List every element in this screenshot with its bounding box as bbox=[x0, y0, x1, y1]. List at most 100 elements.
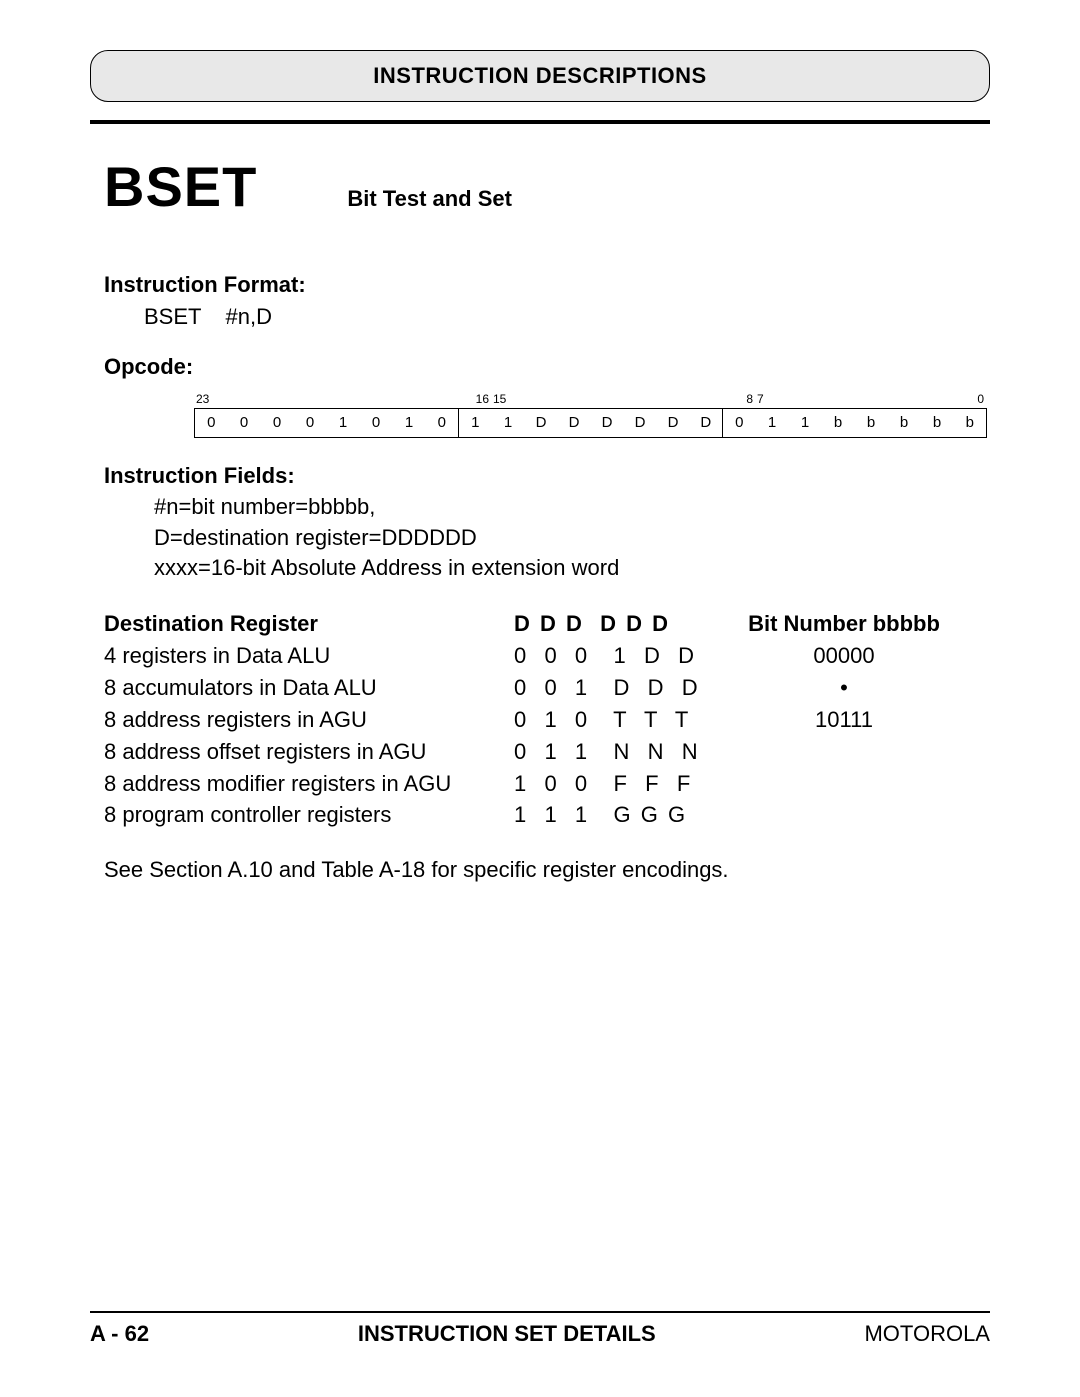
cell-encoding: 1 0 0 F F F bbox=[514, 768, 734, 800]
instruction-field-line: #n=bit number=bbbbb, bbox=[154, 492, 990, 523]
opcode-bitnum-label: 15 bbox=[491, 391, 524, 408]
opcode-label: Opcode: bbox=[104, 351, 990, 383]
opcode-bitnum-label bbox=[359, 391, 392, 408]
instruction-fields-label: Instruction Fields: bbox=[104, 460, 990, 492]
opcode-bit-cell: b bbox=[822, 409, 855, 438]
instruction-fields-section: Instruction Fields: #n=bit number=bbbbb,… bbox=[104, 460, 990, 584]
opcode-bit-cell: D bbox=[624, 409, 657, 438]
opcode-bit-cell: 1 bbox=[459, 409, 492, 438]
opcode-bit-cell: D bbox=[657, 409, 690, 438]
opcode-bitnum-label bbox=[227, 391, 260, 408]
opcode-bit-cell: D bbox=[558, 409, 591, 438]
cell-encoding: 0 1 1 N N N bbox=[514, 736, 734, 768]
cell-destination: 4 registers in Data ALU bbox=[104, 640, 504, 672]
opcode-bit-cell: 1 bbox=[789, 409, 822, 438]
table-row: 8 address modifier registers in AGU 1 0 0… bbox=[104, 768, 990, 800]
opcode-bit-table: 0000101011DDDDDD011bbbbb bbox=[194, 408, 987, 438]
cell-bitnumber bbox=[744, 768, 944, 800]
cell-bitnumber: • bbox=[744, 672, 944, 704]
instruction-description: Bit Test and Set bbox=[347, 186, 512, 212]
cell-destination: 8 program controller registers bbox=[104, 799, 504, 831]
opcode-bit-cell: b bbox=[954, 409, 987, 438]
opcode-bit-cell: 1 bbox=[327, 409, 360, 438]
opcode-bit-cell: 1 bbox=[756, 409, 789, 438]
document-page: INSTRUCTION DESCRIPTIONS BSET Bit Test a… bbox=[0, 0, 1080, 1397]
col-header-destination: Destination Register bbox=[104, 608, 504, 640]
opcode-bit-cell: D bbox=[525, 409, 558, 438]
table-row: 8 program controller registers 1 1 1 G G … bbox=[104, 799, 990, 831]
opcode-bit-cell: D bbox=[591, 409, 624, 438]
opcode-bitnum-label: 0 bbox=[953, 391, 986, 408]
opcode-bit-cell: b bbox=[855, 409, 888, 438]
opcode-bit-cell: b bbox=[888, 409, 921, 438]
page-header-box: INSTRUCTION DESCRIPTIONS bbox=[90, 50, 990, 102]
opcode-bit-cell: 0 bbox=[426, 409, 459, 438]
col-header-bitnumber: Bit Number bbbbb bbox=[744, 608, 944, 640]
opcode-bit-cell: 0 bbox=[360, 409, 393, 438]
opcode-bitnum-label bbox=[425, 391, 458, 408]
opcode-bit-cell: 1 bbox=[393, 409, 426, 438]
page-header-title: INSTRUCTION DESCRIPTIONS bbox=[373, 63, 706, 88]
opcode-bitnum-label bbox=[854, 391, 887, 408]
opcode-bitnum-label bbox=[293, 391, 326, 408]
opcode-bit-cell: 0 bbox=[228, 409, 261, 438]
footer-page-number: A - 62 bbox=[90, 1321, 149, 1347]
opcode-bitnum-label bbox=[392, 391, 425, 408]
instruction-title-row: BSET Bit Test and Set bbox=[104, 154, 990, 219]
opcode-bit-cell: 0 bbox=[195, 409, 228, 438]
table-row: 8 address offset registers in AGU 0 1 1 N… bbox=[104, 736, 990, 768]
footer-rule bbox=[90, 1311, 990, 1313]
opcode-bit-cell: D bbox=[690, 409, 723, 438]
opcode-bitnum-label: 8 bbox=[722, 391, 755, 408]
cell-encoding: 1 1 1 G G G bbox=[514, 799, 734, 831]
footer-vendor: MOTOROLA bbox=[864, 1321, 990, 1347]
opcode-bitnum-label bbox=[689, 391, 722, 408]
instruction-fields-body: #n=bit number=bbbbb,D=destination regist… bbox=[154, 492, 990, 584]
cell-destination: 8 accumulators in Data ALU bbox=[104, 672, 504, 704]
footer-row: A - 62 INSTRUCTION SET DETAILS MOTOROLA bbox=[90, 1321, 990, 1347]
opcode-bit-numbers: 231615870 bbox=[194, 391, 986, 408]
opcode-section: Opcode: 231615870 0000101011DDDDDD011bbb… bbox=[104, 351, 990, 438]
opcode-bitnum-label bbox=[887, 391, 920, 408]
opcode-bitnum-label bbox=[920, 391, 953, 408]
cell-encoding: 0 0 1 D D D bbox=[514, 672, 734, 704]
opcode-bitnum-label bbox=[623, 391, 656, 408]
opcode-bit-cell: 0 bbox=[723, 409, 756, 438]
cell-encoding: 0 1 0 T T T bbox=[514, 704, 734, 736]
cell-bitnumber bbox=[744, 736, 944, 768]
table-header-row: Destination Register D D D D D D Bit Num… bbox=[104, 608, 990, 640]
opcode-bit-cell: b bbox=[921, 409, 954, 438]
opcode-bit-cell: 0 bbox=[294, 409, 327, 438]
page-footer: A - 62 INSTRUCTION SET DETAILS MOTOROLA bbox=[90, 1303, 990, 1347]
opcode-bitnum-label bbox=[326, 391, 359, 408]
table-row: 4 registers in Data ALU 0 0 0 1 D D 00000 bbox=[104, 640, 990, 672]
opcode-bitnum-label: 7 bbox=[755, 391, 788, 408]
instruction-format-label: Instruction Format: bbox=[104, 269, 990, 301]
opcode-bitnum-label bbox=[557, 391, 590, 408]
opcode-bitnum-label bbox=[656, 391, 689, 408]
encoding-note: See Section A.10 and Table A-18 for spec… bbox=[104, 857, 990, 883]
opcode-bit-cell: 1 bbox=[492, 409, 525, 438]
cell-destination: 8 address registers in AGU bbox=[104, 704, 504, 736]
cell-bitnumber: 00000 bbox=[744, 640, 944, 672]
opcode-diagram: 231615870 0000101011DDDDDD011bbbbb bbox=[194, 391, 990, 438]
instruction-mnemonic: BSET bbox=[104, 154, 257, 219]
cell-destination: 8 address offset registers in AGU bbox=[104, 736, 504, 768]
instruction-field-line: D=destination register=DDDDDD bbox=[154, 523, 990, 554]
cell-encoding: 0 0 0 1 D D bbox=[514, 640, 734, 672]
header-rule bbox=[90, 120, 990, 124]
destination-register-table: Destination Register D D D D D D Bit Num… bbox=[104, 608, 990, 831]
opcode-bitnum-label: 16 bbox=[458, 391, 491, 408]
col-header-encoding: D D D D D D bbox=[514, 608, 734, 640]
opcode-bit-cell: 0 bbox=[261, 409, 294, 438]
opcode-bitnum-label bbox=[788, 391, 821, 408]
opcode-bit-row: 0000101011DDDDDD011bbbbb bbox=[195, 409, 987, 438]
footer-section-title: INSTRUCTION SET DETAILS bbox=[358, 1321, 656, 1347]
cell-destination: 8 address modifier registers in AGU bbox=[104, 768, 504, 800]
opcode-bitnum-label bbox=[821, 391, 854, 408]
opcode-bitnum-label bbox=[524, 391, 557, 408]
opcode-bitnum-label bbox=[260, 391, 293, 408]
table-row: 8 accumulators in Data ALU 0 0 1 D D D • bbox=[104, 672, 990, 704]
instruction-field-line: xxxx=16-bit Absolute Address in extensio… bbox=[154, 553, 990, 584]
opcode-bitnum-label bbox=[590, 391, 623, 408]
